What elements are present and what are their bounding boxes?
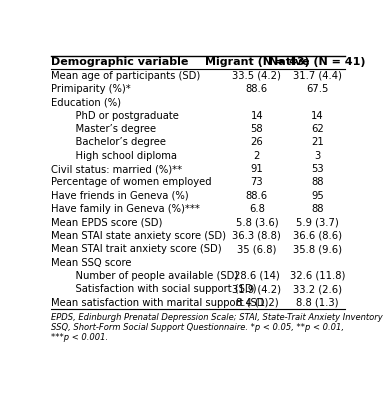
Text: Satisfaction with social support (SD): Satisfaction with social support (SD) (63, 284, 257, 294)
Text: 88: 88 (311, 204, 324, 214)
Text: 36.6 (8.6): 36.6 (8.6) (293, 231, 342, 241)
Text: Bachelor’s degree: Bachelor’s degree (63, 138, 166, 148)
Text: 91: 91 (250, 164, 263, 174)
Text: ***p < 0.001.: ***p < 0.001. (51, 333, 108, 342)
Text: Education (%): Education (%) (51, 98, 122, 108)
Text: 88: 88 (311, 178, 324, 188)
Text: 5.8 (3.6): 5.8 (3.6) (236, 218, 278, 228)
Text: 35.8 (9.6): 35.8 (9.6) (293, 244, 342, 254)
Text: 31.9 (4.2): 31.9 (4.2) (232, 284, 281, 294)
Text: 95: 95 (311, 191, 324, 201)
Text: Master’s degree: Master’s degree (63, 124, 156, 134)
Text: 21: 21 (311, 138, 324, 148)
Text: 14: 14 (250, 111, 263, 121)
Text: Mean EPDS score (SD): Mean EPDS score (SD) (51, 218, 163, 228)
Text: 5.9 (3.7): 5.9 (3.7) (296, 218, 339, 228)
Text: Primiparity (%)*: Primiparity (%)* (51, 84, 131, 94)
Text: Native (N = 41): Native (N = 41) (269, 57, 366, 67)
Text: 32.6 (11.8): 32.6 (11.8) (290, 271, 345, 281)
Text: 6.8: 6.8 (249, 204, 265, 214)
Text: High school diploma: High school diploma (63, 151, 177, 161)
Text: Have family in Geneva (%)***: Have family in Geneva (%)*** (51, 204, 200, 214)
Text: 62: 62 (311, 124, 324, 134)
Text: SSQ, Short-Form Social Support Questionnaire. *p < 0.05, **p < 0.01,: SSQ, Short-Form Social Support Questionn… (51, 323, 344, 332)
Text: 14: 14 (311, 111, 324, 121)
Text: Mean SSQ score: Mean SSQ score (51, 258, 132, 268)
Text: 36.3 (8.8): 36.3 (8.8) (233, 231, 281, 241)
Text: Percentage of women employed: Percentage of women employed (51, 178, 212, 188)
Text: Have friends in Geneva (%): Have friends in Geneva (%) (51, 191, 189, 201)
Text: 35 (6.8): 35 (6.8) (237, 244, 276, 254)
Text: 2: 2 (253, 151, 260, 161)
Text: Migrant (N = 43): Migrant (N = 43) (204, 57, 309, 67)
Text: EPDS, Edinburgh Prenatal Depression Scale; STAI, State-Trait Anxiety Inventory: EPDS, Edinburgh Prenatal Depression Scal… (51, 313, 383, 322)
Text: Mean STAI trait anxiety score (SD): Mean STAI trait anxiety score (SD) (51, 244, 222, 254)
Text: PhD or postgraduate: PhD or postgraduate (63, 111, 179, 121)
Text: 3: 3 (314, 151, 321, 161)
Text: Number of people available (SD): Number of people available (SD) (63, 271, 239, 281)
Text: 67.5: 67.5 (307, 84, 329, 94)
Text: 31.7 (4.4): 31.7 (4.4) (293, 71, 342, 81)
Text: 28.6 (14): 28.6 (14) (234, 271, 280, 281)
Text: 73: 73 (250, 178, 263, 188)
Text: Mean satisfaction with marital support (SD): Mean satisfaction with marital support (… (51, 298, 269, 308)
Text: 53: 53 (311, 164, 324, 174)
Text: Mean STAI state anxiety score (SD): Mean STAI state anxiety score (SD) (51, 231, 226, 241)
Text: 33.2 (2.6): 33.2 (2.6) (293, 284, 342, 294)
Text: Civil status: married (%)**: Civil status: married (%)** (51, 164, 183, 174)
Text: 26: 26 (250, 138, 263, 148)
Text: 33.5 (4.2): 33.5 (4.2) (232, 71, 281, 81)
Text: 8.8 (1.3): 8.8 (1.3) (296, 298, 339, 308)
Text: Mean age of participants (SD): Mean age of participants (SD) (51, 71, 200, 81)
Text: 8.4 (1.2): 8.4 (1.2) (236, 298, 278, 308)
Text: 88.6: 88.6 (246, 84, 268, 94)
Text: 88.6: 88.6 (246, 191, 268, 201)
Text: 58: 58 (250, 124, 263, 134)
Text: Demographic variable: Demographic variable (51, 57, 189, 67)
